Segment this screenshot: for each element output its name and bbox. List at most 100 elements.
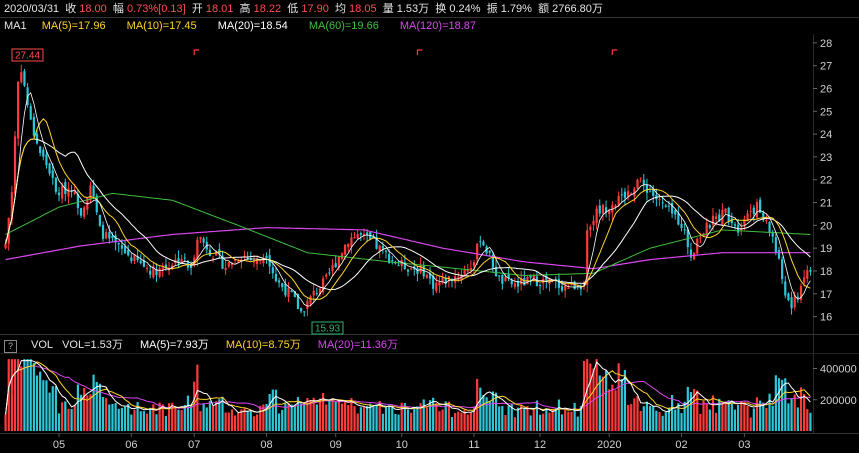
ma10-line (5, 118, 811, 300)
volume-bar (696, 390, 699, 431)
volume-bar (92, 374, 95, 431)
candle-body (366, 232, 369, 236)
volume-bar (639, 410, 642, 431)
price-tick-label: 21 (820, 198, 832, 210)
volume-bar (35, 375, 39, 431)
volume-bar (397, 414, 400, 431)
volume-bar (711, 395, 715, 431)
volume-bar (183, 405, 186, 431)
price-tick-label: 27 (820, 61, 832, 73)
candle-body (595, 208, 598, 224)
volume-bar (372, 405, 375, 431)
candle-body (246, 257, 249, 259)
candle-body (419, 264, 422, 273)
volume-bar (513, 417, 516, 431)
price-tick-label: 19 (820, 243, 832, 255)
candle-body (177, 258, 180, 264)
volume-bar (10, 359, 13, 431)
volume-bar (759, 400, 762, 431)
candle-body (189, 264, 193, 269)
candle-body (202, 238, 205, 243)
volume-bar (205, 407, 208, 431)
volume-bar (623, 369, 627, 431)
volume-bar (315, 404, 318, 431)
high-label: 高 (239, 3, 251, 15)
candle-body (296, 293, 300, 310)
volume-bar (733, 409, 737, 431)
volume-bar (488, 400, 491, 431)
volume-bar (781, 379, 784, 431)
candle-body (630, 193, 633, 195)
candle-body (529, 275, 532, 278)
vol-indicator-name[interactable]: VOL (31, 339, 54, 351)
candle-body (95, 195, 98, 213)
open-value: 18.01 (205, 3, 234, 15)
volume-bar (101, 397, 105, 431)
volume-bar (394, 413, 397, 431)
candle-body (303, 311, 306, 313)
candle-body (227, 262, 230, 267)
price-tick-label: 26 (820, 83, 832, 95)
candle-body (793, 295, 796, 308)
candle-body (626, 191, 630, 197)
volume-bar (746, 406, 749, 431)
candle-body (749, 210, 752, 212)
volume-bar (123, 406, 127, 431)
volume-bar (422, 399, 425, 431)
candle-body (422, 265, 425, 277)
volume-bar (356, 413, 359, 431)
volume-bar (136, 401, 139, 431)
ma-indicator-name[interactable]: MA1 (4, 20, 27, 32)
volume-bar (699, 413, 702, 431)
candle-body (259, 259, 262, 261)
candle-body (494, 266, 498, 277)
volume-bar (636, 395, 639, 431)
volume-bar (498, 406, 501, 431)
volume-bar (589, 363, 592, 431)
volume-bar (403, 403, 406, 431)
volume-bar (457, 411, 460, 431)
candle-body (579, 286, 583, 290)
candle-body (54, 177, 57, 192)
vol-current: VOL=1.53万 (62, 339, 123, 351)
volume-bar (491, 391, 494, 431)
volume-bar (161, 404, 164, 431)
volume-bar (406, 409, 410, 431)
volume-bar (554, 407, 557, 431)
change-label: 幅 (112, 3, 124, 15)
price-tick-label: 28 (820, 38, 832, 50)
volume-bar (630, 404, 633, 431)
volume-bar (667, 407, 671, 431)
volume-bar (560, 414, 564, 431)
candle-body (781, 259, 784, 280)
quote-info-bar: 2020/03/31 收 18.00 幅 0.73%[0.13] 开 18.01… (4, 2, 603, 16)
open-label: 开 (191, 3, 203, 15)
candle-body (639, 177, 642, 179)
volume-bar (249, 411, 252, 431)
help-icon[interactable]: ? (4, 340, 17, 353)
candle-body (614, 205, 617, 208)
volume-bar (652, 406, 655, 431)
volume-bar (139, 411, 142, 431)
ma20-line (5, 138, 811, 291)
candle-body (123, 246, 127, 254)
candle-body (677, 213, 680, 225)
candle-body (325, 274, 328, 277)
candle-body (133, 254, 136, 261)
candle-body (589, 226, 592, 231)
candle-body (803, 277, 806, 283)
candle-body (457, 276, 460, 278)
volume-bar (240, 409, 243, 431)
month-label: 09 (330, 439, 342, 451)
volume-bar (617, 363, 620, 431)
volume-bar (174, 407, 177, 431)
candle-body (617, 195, 620, 206)
volume-bar (142, 411, 146, 431)
candle-body (796, 296, 799, 299)
volume-bar (670, 394, 674, 431)
candle-body (183, 257, 186, 259)
candle-body (755, 202, 759, 218)
candle-body (510, 279, 513, 285)
candle-body (693, 252, 696, 260)
volume-bar (787, 403, 790, 431)
